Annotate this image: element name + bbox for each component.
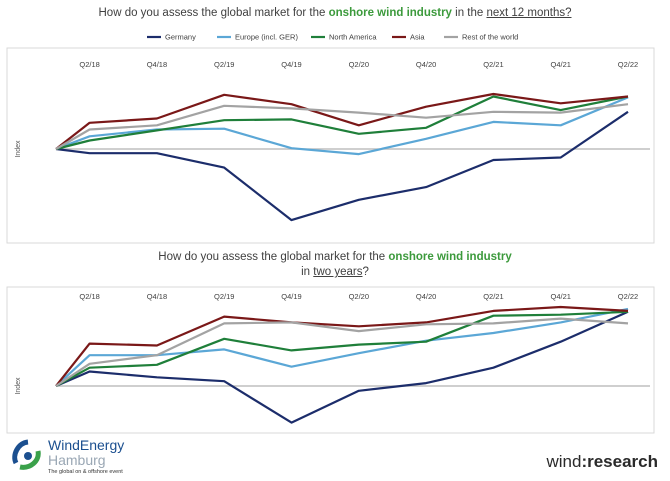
legend-label-rest-of-the-world: Rest of the world (462, 33, 518, 42)
chart-1-series-rest-of-the-world (55, 103, 629, 150)
chart-2-tick-label: Q4/18 (147, 292, 167, 301)
chart-2-tick-label: Q2/18 (79, 292, 99, 301)
windresearch-logo: wind:research (546, 452, 658, 472)
chart-2-tick-label: Q2/20 (349, 292, 369, 301)
chart-1-tick-label: Q2/22 (618, 60, 638, 69)
chart-2-tick-label: Q4/19 (281, 292, 301, 301)
chart-1-series-asia (55, 92, 629, 150)
chart-1-series-north-america (55, 95, 629, 151)
legend-label-germany: Germany (165, 33, 196, 42)
legend-label-europe-incl-ger: Europe (incl. GER) (235, 33, 298, 42)
logo-text-hamburg: Hamburg (48, 452, 106, 468)
chart-2-ylabel: Index (15, 377, 22, 395)
chart-2-title: How do you assess the global market for … (158, 251, 512, 278)
chart-1-tick-label: Q2/20 (349, 60, 369, 69)
chart-1-tick-label: Q4/20 (416, 60, 436, 69)
chart-1-tick-label: Q2/18 (79, 60, 99, 69)
chart-1-tick-label: Q4/19 (281, 60, 301, 69)
chart-2-tick-label: Q2/21 (483, 292, 503, 301)
logo-tagline: The global on & offshore event (48, 469, 123, 475)
chart-2-tick-label: Q2/22 (618, 292, 638, 301)
windenergy-logo-icon (12, 439, 41, 470)
chart-2-series-rest-of-the-world (55, 317, 629, 387)
chart-2-series-asia (55, 305, 629, 387)
chart-2-series-europe-incl-ger (55, 307, 629, 387)
chart-1-series-germany (55, 110, 629, 222)
chart-1-tick-label: Q4/21 (550, 60, 570, 69)
legend-label-asia: Asia (410, 33, 425, 42)
chart-1-frame (6, 47, 655, 244)
logo-text-wind: wind (546, 452, 582, 471)
chart-2-tick-label: Q4/21 (550, 292, 570, 301)
logo-separator: : (581, 452, 588, 471)
legend-label-north-america: North America (329, 33, 377, 42)
chart-2-tick-label: Q4/20 (416, 292, 436, 301)
chart-2-series-north-america (55, 310, 629, 387)
chart-2-frame (6, 286, 655, 434)
chart-1-tick-label: Q2/21 (483, 60, 503, 69)
chart-1-title: How do you assess the global market for … (98, 7, 572, 19)
chart-1-tick-label: Q2/19 (214, 60, 234, 69)
chart-2-tick-label: Q2/19 (214, 292, 234, 301)
chart-1-ylabel: Index (15, 140, 22, 158)
chart-1-tick-label: Q4/18 (147, 60, 167, 69)
logo-text-windenergy: WindEnergy (48, 437, 125, 453)
logo-text-research: research (587, 452, 658, 471)
chart-2-series-germany (55, 310, 629, 424)
chart-1-series-europe-incl-ger (55, 96, 629, 156)
